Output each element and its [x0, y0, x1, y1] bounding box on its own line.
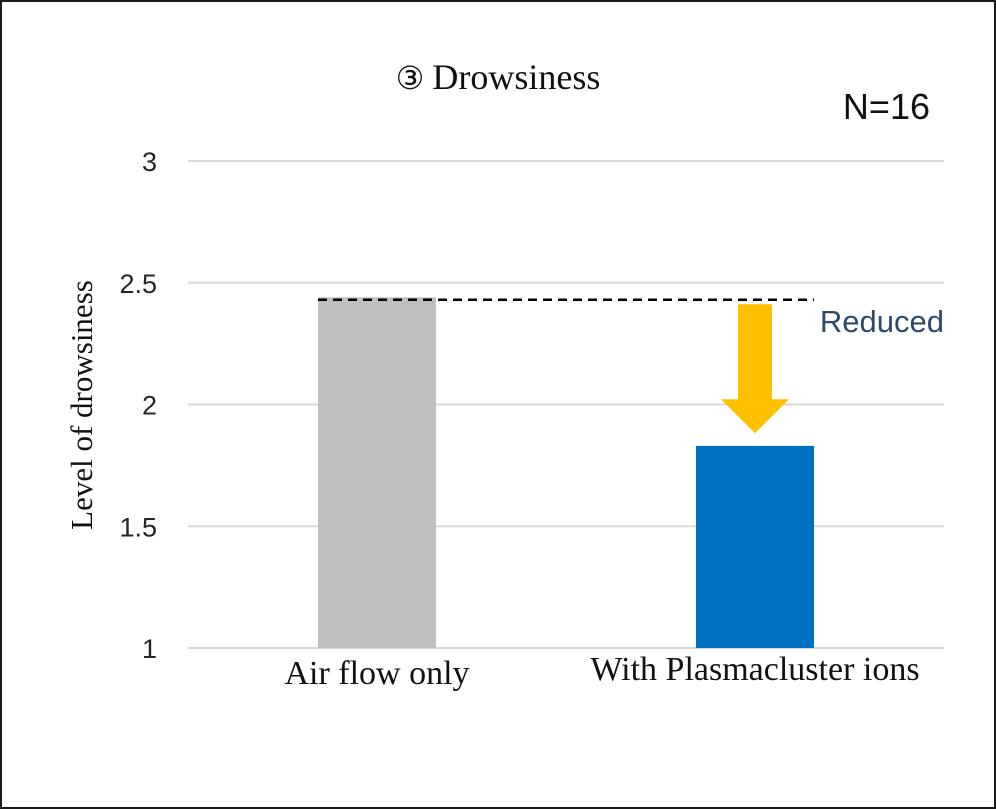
- y-tick-label: 1.5: [119, 512, 157, 542]
- sample-size-label: N=16: [842, 86, 930, 127]
- reduced-annotation-label: Reduced: [820, 304, 944, 339]
- y-tick-label: 3: [142, 147, 157, 177]
- gridlines: [188, 160, 944, 649]
- bar: [696, 445, 814, 648]
- y-tick-label: 1: [142, 634, 157, 664]
- category-label-with-plasmacluster-ions: With Plasmacluster ions: [590, 651, 920, 688]
- bar: [318, 297, 436, 648]
- category-label-air-flow-only: Air flow only: [284, 655, 470, 692]
- chart-title: ③ Drowsiness: [0, 56, 996, 98]
- reduction-arrow-icon: [721, 304, 789, 434]
- bars: [318, 297, 814, 648]
- annotations: Reduced: [318, 298, 944, 434]
- y-tick-label: 2: [142, 391, 157, 421]
- title-text: Drowsiness: [432, 57, 601, 97]
- y-tick-labels: 1 1.5 2 2.5 3: [119, 147, 157, 664]
- title-number-symbol: ③: [395, 59, 425, 97]
- y-tick-label: 2.5: [119, 269, 157, 299]
